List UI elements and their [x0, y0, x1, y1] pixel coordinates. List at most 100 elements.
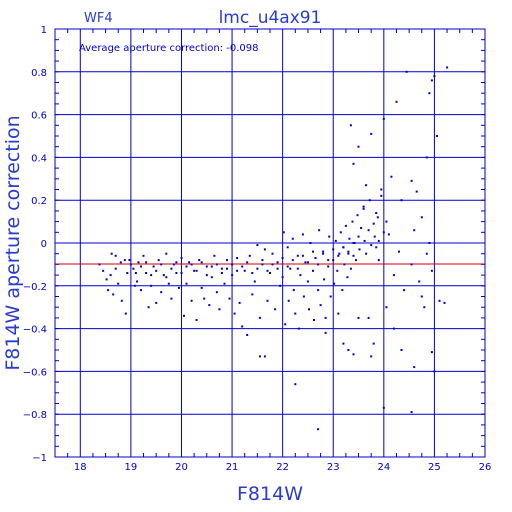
data-point	[395, 100, 398, 103]
data-point	[302, 295, 305, 298]
data-point	[365, 252, 368, 255]
data-point	[400, 199, 403, 202]
data-point	[428, 242, 431, 244]
data-point	[286, 265, 289, 268]
data-point	[128, 259, 131, 262]
data-point	[256, 267, 259, 270]
data-point	[296, 254, 299, 257]
data-point	[314, 257, 317, 259]
data-point	[382, 406, 385, 409]
data-point	[425, 252, 428, 255]
data-point	[343, 263, 346, 266]
data-point	[346, 276, 349, 279]
data-point	[403, 289, 406, 292]
data-point	[155, 301, 158, 304]
data-point	[231, 274, 234, 277]
data-point	[410, 179, 413, 182]
data-point	[195, 319, 198, 321]
data-point	[352, 353, 355, 356]
data-point	[375, 246, 378, 249]
data-point	[319, 304, 322, 307]
data-point	[107, 289, 110, 292]
data-point	[248, 254, 251, 257]
data-point	[375, 212, 378, 214]
data-point	[263, 248, 266, 251]
data-point	[430, 269, 433, 272]
data-point	[415, 190, 418, 193]
data-point	[281, 257, 284, 259]
data-point	[309, 242, 312, 244]
data-point	[342, 342, 345, 345]
data-point	[438, 299, 441, 302]
data-point	[198, 259, 201, 262]
data-point	[246, 334, 249, 336]
data-point	[418, 280, 421, 283]
data-point	[299, 274, 302, 277]
data-point	[433, 370, 436, 373]
data-point	[332, 259, 335, 262]
data-point	[413, 229, 416, 232]
data-point	[329, 295, 332, 298]
data-point	[430, 79, 433, 82]
data-point	[317, 289, 320, 292]
x-tick-label: 22	[276, 462, 289, 473]
data-point	[129, 263, 132, 266]
data-point	[360, 227, 363, 229]
data-point	[382, 231, 385, 234]
data-point	[301, 233, 304, 236]
data-point	[236, 257, 239, 259]
data-point	[324, 316, 327, 319]
data-point	[228, 297, 231, 300]
x-tick-label: 26	[479, 462, 492, 473]
data-point	[271, 252, 274, 255]
data-point	[332, 248, 335, 251]
x-tick-label: 20	[175, 462, 188, 473]
data-point	[236, 269, 239, 272]
y-tick-label: 0.8	[31, 68, 47, 79]
data-point	[124, 312, 127, 315]
x-tick-label: 24	[377, 462, 390, 473]
data-point	[367, 316, 370, 319]
data-point	[425, 156, 428, 159]
data-point	[363, 239, 366, 242]
data-point	[423, 306, 426, 309]
data-point	[306, 261, 309, 264]
data-point	[276, 267, 279, 270]
data-point	[362, 205, 365, 208]
data-point	[269, 272, 271, 274]
data-point	[347, 252, 350, 255]
data-point	[261, 263, 264, 266]
data-point	[251, 293, 254, 296]
data-point	[200, 261, 203, 264]
data-point	[306, 280, 309, 283]
data-point	[410, 411, 413, 414]
data-point	[185, 282, 188, 285]
data-point	[287, 299, 290, 302]
data-point	[349, 267, 352, 270]
data-point	[317, 428, 320, 431]
data-point	[292, 289, 295, 292]
data-point	[241, 325, 244, 328]
data-point	[126, 272, 129, 274]
data-point	[400, 349, 403, 351]
data-point	[152, 265, 155, 268]
data-point	[372, 222, 375, 225]
data-point	[358, 248, 361, 251]
data-point	[258, 355, 261, 358]
data-point	[220, 272, 223, 274]
data-point	[349, 124, 352, 127]
data-point	[279, 284, 282, 287]
data-point	[241, 265, 244, 268]
plot-frame	[54, 28, 486, 458]
data-point	[338, 252, 341, 255]
data-point	[215, 263, 218, 266]
data-point	[145, 261, 148, 264]
data-point	[123, 259, 126, 262]
y-tick-label: −1	[32, 453, 47, 464]
y-tick-label: 1	[41, 25, 47, 36]
data-point	[370, 244, 373, 247]
data-point	[322, 250, 325, 253]
data-point	[392, 274, 395, 277]
data-point	[165, 276, 168, 279]
data-point	[175, 272, 178, 274]
